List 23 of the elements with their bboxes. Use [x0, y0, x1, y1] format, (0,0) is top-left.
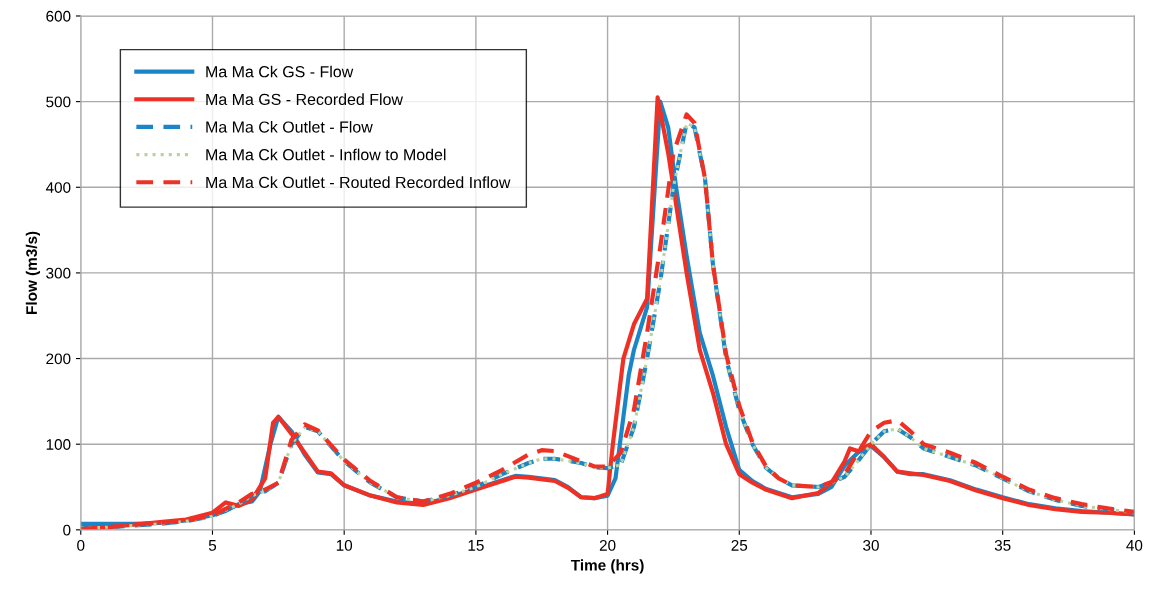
- legend-label: Ma Ma Ck GS - Flow: [206, 65, 354, 78]
- y-tick-label: 0: [63, 524, 71, 536]
- x-tick-label: 10: [336, 539, 353, 551]
- x-tick-label: 5: [208, 540, 217, 551]
- y-tick-label: 400: [45, 182, 71, 193]
- x-tick-label: 20: [599, 539, 616, 551]
- legend-label: Ma Ma Ck Outlet - Flow: [206, 120, 373, 133]
- legend-label: Ma Ma Ck Outlet - Inflow to Model: [206, 148, 446, 161]
- x-tick-label: 15: [468, 540, 484, 551]
- legend-label: Ma Ma Ck Outlet - Routed Recorded Inflow: [206, 176, 511, 189]
- x-tick-label: 35: [994, 539, 1011, 551]
- y-tick-label: 200: [46, 353, 71, 365]
- legend-label: Ma Ma GS - Recorded Flow: [206, 93, 403, 106]
- y-axis-title: Flow (m3/s): [25, 231, 41, 314]
- x-tick-label: 0: [77, 539, 85, 551]
- y-tick-label: 100: [46, 439, 71, 450]
- y-tick-label: 300: [46, 267, 71, 279]
- x-axis-title: Time (hrs): [570, 559, 644, 574]
- x-tick-label: 25: [731, 539, 748, 551]
- x-tick-label: 40: [1126, 539, 1143, 551]
- x-tick-label: 30: [863, 539, 879, 551]
- y-tick-label: 600: [46, 10, 71, 22]
- y-tick-label: 500: [46, 96, 71, 108]
